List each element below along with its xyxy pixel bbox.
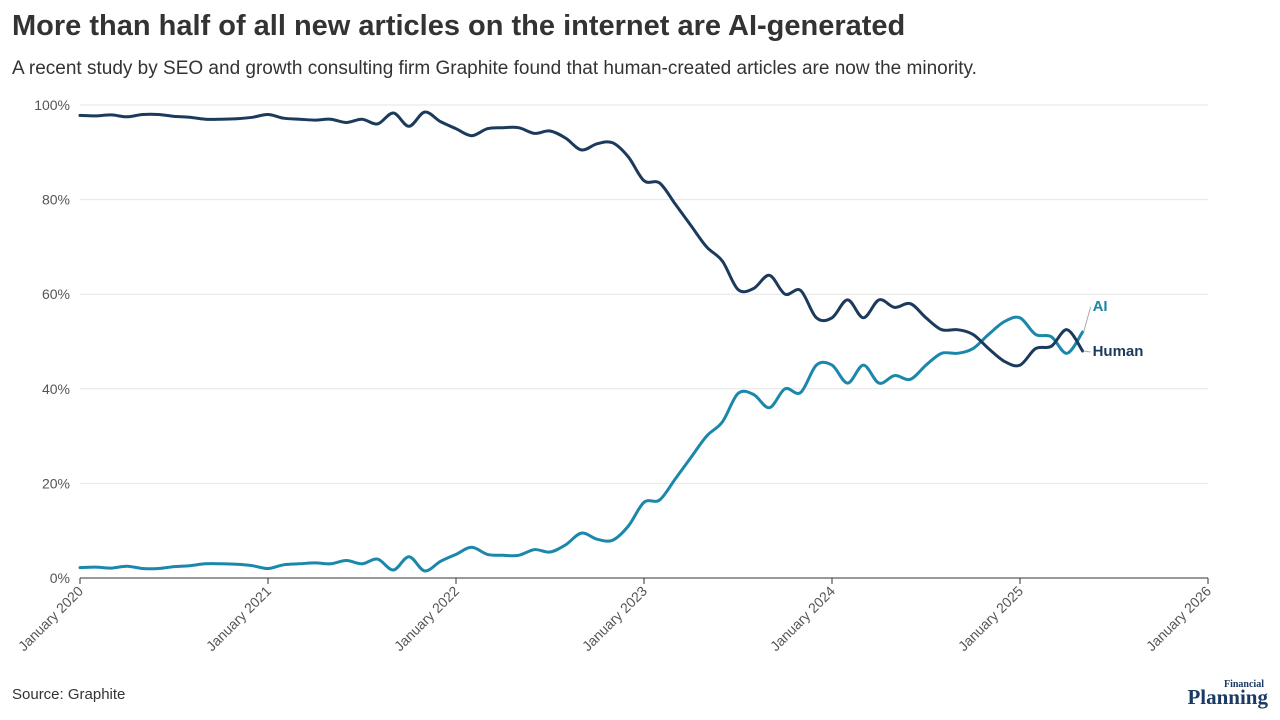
y-tick-label: 100% — [34, 97, 70, 113]
gridlines — [80, 104, 1208, 579]
line-chart: 0%20%40%60%80%100% January 2020 January 2… — [15, 97, 1214, 654]
series-lines — [78, 110, 1085, 573]
y-axis: 0% 20% 40% 60% 80% 100% — [34, 97, 70, 586]
source-note: Source: Graphite — [12, 686, 126, 703]
y-tick-label: 0% — [50, 570, 70, 586]
chart-title: More than half of all new articles on th… — [12, 10, 906, 42]
x-tick-label: January 2020 — [15, 583, 86, 654]
series-labels: AI Human — [1083, 298, 1144, 360]
series-line-ai — [78, 315, 1085, 573]
x-tick-label: January 2021 — [203, 583, 274, 654]
series-label-ai: AI — [1093, 298, 1108, 315]
y-tick-label: 80% — [42, 192, 70, 208]
x-tick-label: January 2025 — [955, 583, 1026, 654]
financial-planning-logo: Financial Planning — [1187, 680, 1268, 708]
y-tick-label: 60% — [42, 286, 70, 302]
x-axis: January 2020 January 2021 January 2022 Janu… — [15, 578, 1214, 654]
leader-line-human — [1083, 350, 1091, 353]
logo-big-text: Planning — [1187, 685, 1268, 709]
leader-line-ai — [1083, 306, 1092, 333]
chart-subtitle: A recent study by SEO and growth consult… — [12, 58, 977, 79]
x-tick-label: January 2026 — [1143, 583, 1214, 654]
y-tick-label: 20% — [42, 475, 70, 491]
series-line-human — [78, 110, 1085, 368]
series-label-human: Human — [1093, 343, 1144, 360]
x-tick-label: January 2024 — [767, 583, 838, 654]
x-tick-label: January 2022 — [391, 583, 462, 654]
x-tick-label: January 2023 — [579, 583, 650, 654]
y-tick-label: 40% — [42, 381, 70, 397]
logo-small-text: Financial — [1223, 679, 1264, 690]
